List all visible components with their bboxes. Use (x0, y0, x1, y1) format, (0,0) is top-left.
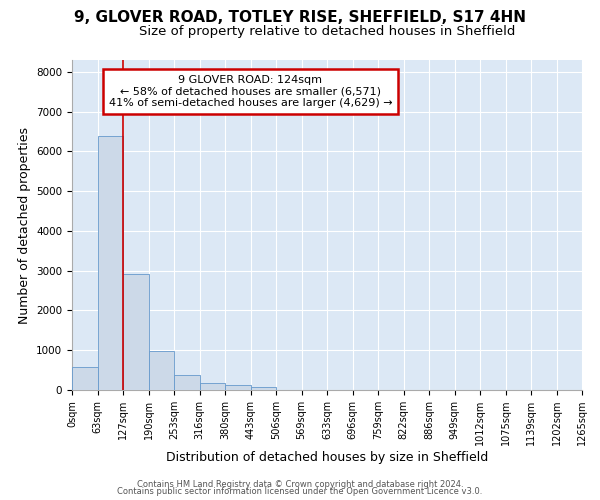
Y-axis label: Number of detached properties: Number of detached properties (17, 126, 31, 324)
Title: Size of property relative to detached houses in Sheffield: Size of property relative to detached ho… (139, 25, 515, 38)
Bar (97, 136, 123, 390)
X-axis label: Distribution of detached houses by size in Sheffield: Distribution of detached houses by size … (166, 451, 488, 464)
Text: Contains public sector information licensed under the Open Government Licence v3: Contains public sector information licen… (118, 487, 482, 496)
Bar (72, 368, 97, 390)
Bar (149, 351, 174, 390)
Text: 9, GLOVER ROAD, TOTLEY RISE, SHEFFIELD, S17 4HN: 9, GLOVER ROAD, TOTLEY RISE, SHEFFIELD, … (74, 10, 526, 25)
Bar (251, 387, 276, 390)
Text: 9 GLOVER ROAD: 124sqm
← 58% of detached houses are smaller (6,571)
41% of semi-d: 9 GLOVER ROAD: 124sqm ← 58% of detached … (109, 75, 392, 108)
Bar (174, 375, 199, 390)
Text: Contains HM Land Registry data © Crown copyright and database right 2024.: Contains HM Land Registry data © Crown c… (137, 480, 463, 489)
Bar (123, 274, 149, 390)
Bar (225, 385, 251, 390)
Bar (199, 383, 225, 390)
